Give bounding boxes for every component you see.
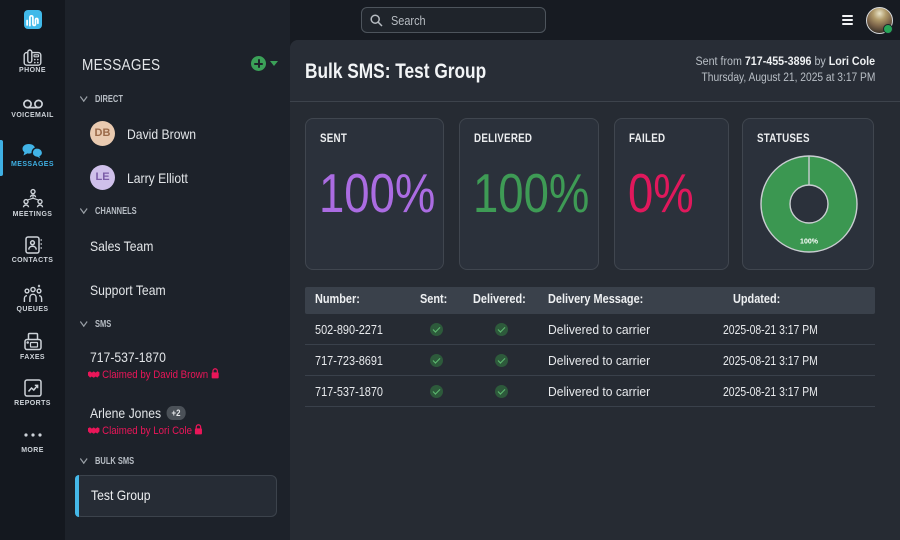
svg-text:100%: 100% bbox=[800, 239, 819, 246]
